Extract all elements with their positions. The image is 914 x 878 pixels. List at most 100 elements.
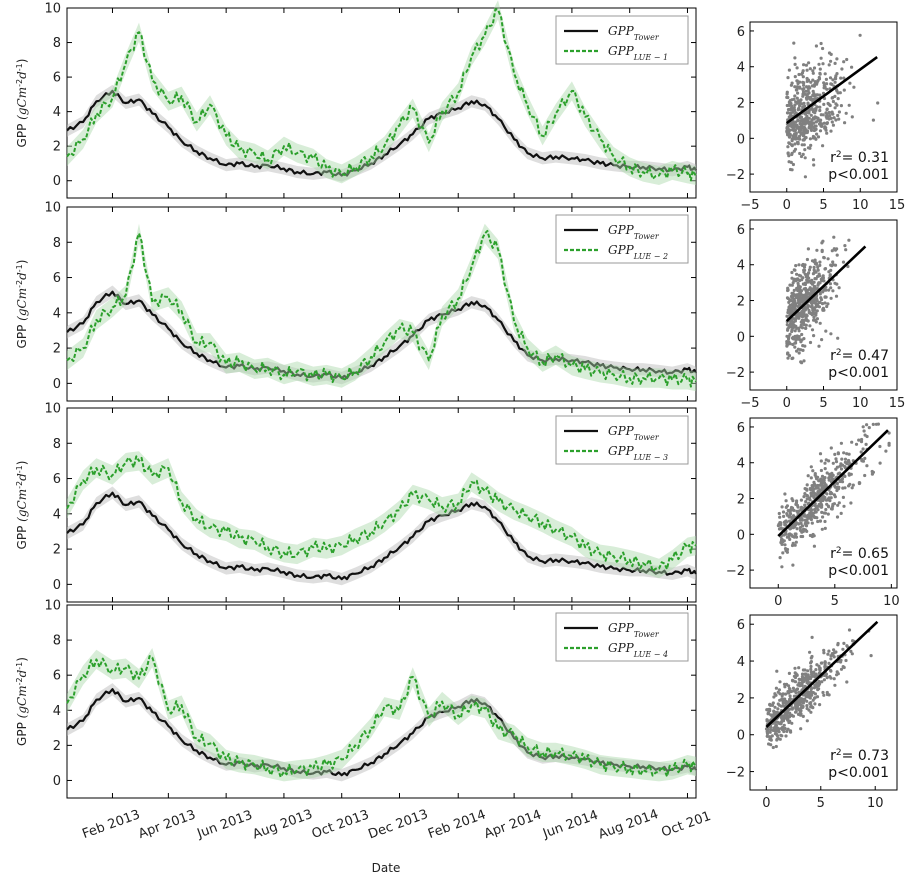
scatter-point <box>787 690 791 694</box>
scatter-point <box>871 118 876 122</box>
legend: GPPTower GPPLUE − 1 <box>555 15 689 65</box>
scatter-point <box>776 702 780 706</box>
scatter-point <box>792 694 797 698</box>
scatter-point <box>786 151 790 155</box>
scatter-point <box>827 270 831 274</box>
scatter-point <box>805 704 809 708</box>
scatter-point <box>799 505 804 509</box>
scatter-point <box>813 692 818 696</box>
scatter-point <box>884 449 888 453</box>
scatter-point <box>798 710 802 714</box>
scatter-point <box>814 672 818 676</box>
scatter-point <box>803 344 807 348</box>
scatter-point <box>793 62 797 66</box>
scatter-point <box>807 311 811 315</box>
scatter-point <box>792 674 797 678</box>
scatter-point <box>794 111 798 115</box>
scatter-point <box>788 537 792 542</box>
scatter-point <box>863 433 867 437</box>
scatter-point <box>793 329 797 333</box>
p-value-label: p<0.001 <box>828 167 889 183</box>
scatter-point <box>857 438 861 442</box>
scatter-points <box>785 33 880 179</box>
scatter-point <box>780 505 784 509</box>
scatter-point <box>777 688 782 692</box>
scatter-point <box>790 707 794 711</box>
scatter-point <box>823 661 827 665</box>
scatter-point <box>836 451 840 455</box>
y-axis-label: GPP (gCm-2d-1) <box>15 59 30 148</box>
scatter-point <box>814 44 819 48</box>
x-tick-label: 5 <box>819 396 827 411</box>
scatter-point <box>805 257 810 262</box>
scatter-point <box>850 115 854 119</box>
scatter-point <box>818 503 822 507</box>
scatter-point <box>780 734 784 738</box>
scatter-point <box>839 667 844 671</box>
scatter-point <box>817 498 822 502</box>
x-tick-label: 5 <box>819 198 827 213</box>
scatter-point <box>825 692 830 697</box>
scatter-point <box>823 665 827 669</box>
scatter-point <box>801 714 805 719</box>
scatter-point <box>793 680 798 684</box>
scatter-point <box>786 288 790 293</box>
scatter-point <box>796 108 801 112</box>
scatter-point <box>789 112 793 116</box>
y-tick-label: 0 <box>53 377 61 392</box>
scatter-point <box>828 76 833 80</box>
timeseries-panel-2: 0 2 4 6 8 10 GPP (gCm-2d-1) GPPTower GPPLUE − 2 <box>15 201 697 402</box>
scatter-point <box>809 517 814 522</box>
scatter-point <box>813 318 817 322</box>
scatter-point <box>821 690 825 695</box>
scatter-point <box>802 693 806 697</box>
x-tick-label: Aug 2014 <box>597 807 661 843</box>
scatter-point <box>824 329 828 333</box>
scatter-point <box>816 490 820 494</box>
y-tick-label: 8 <box>53 634 61 649</box>
scatter-point <box>810 118 814 122</box>
scatter-point <box>796 301 801 305</box>
scatter-point <box>790 322 794 326</box>
scatter-point <box>835 465 840 469</box>
scatter-point <box>845 452 849 456</box>
legend: GPPTower GPPLUE − 4 <box>555 612 689 662</box>
scatter-point <box>804 63 809 67</box>
scatter-point <box>844 248 848 252</box>
scatter-point <box>842 451 846 455</box>
scatter-point <box>790 152 794 157</box>
scatter-point <box>829 82 833 86</box>
scatter-point <box>845 57 849 62</box>
scatter-point <box>784 701 788 705</box>
scatter-point <box>826 257 830 261</box>
scatter-point <box>794 703 798 708</box>
scatter-point <box>808 97 812 101</box>
scatter-point <box>831 78 835 82</box>
scatter-point <box>793 108 797 112</box>
scatter-point <box>822 86 826 90</box>
scatter-point <box>863 456 867 460</box>
scatter-point <box>876 101 880 105</box>
scatter-point <box>795 87 799 92</box>
scatter-point <box>874 422 879 426</box>
scatter-point <box>795 503 800 507</box>
scatter-point <box>785 535 790 539</box>
scatter-point <box>793 689 797 693</box>
scatter-point <box>818 105 822 109</box>
scatter-point <box>786 342 790 346</box>
scatter-point <box>794 341 798 345</box>
scatter-point <box>829 59 833 63</box>
scatter-point <box>820 510 824 514</box>
scatter-point <box>812 483 816 487</box>
scatter-point <box>847 452 851 456</box>
scatter-point <box>865 464 869 468</box>
scatter-point <box>818 703 822 707</box>
scatter-point <box>795 79 799 83</box>
scatter-point <box>765 708 770 712</box>
scatter-point <box>797 72 801 77</box>
scatter-point <box>804 523 808 527</box>
scatter-point <box>813 473 817 477</box>
y-tick-label: 4 <box>737 655 745 670</box>
scatter-point <box>829 676 833 680</box>
scatter-point <box>789 505 794 510</box>
